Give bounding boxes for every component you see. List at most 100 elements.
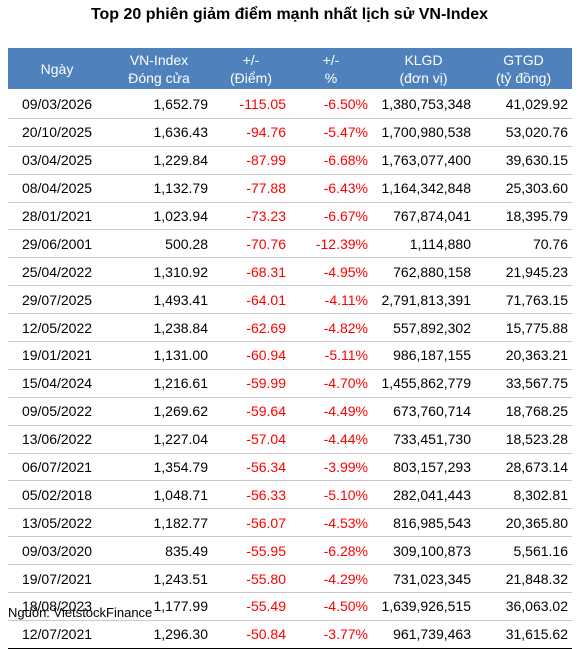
date-cell: 15/04/2024 bbox=[8, 368, 106, 398]
close-cell: 1,310.92 bbox=[106, 257, 212, 286]
value-cell: 70.76 bbox=[475, 229, 572, 258]
change-points-cell: -73.23 bbox=[212, 201, 290, 230]
change-percent-cell: -4.70% bbox=[290, 368, 372, 398]
date-cell: 05/02/2018 bbox=[8, 480, 106, 509]
change-points-cell: -57.04 bbox=[212, 424, 290, 454]
close-cell: 500.28 bbox=[106, 229, 212, 258]
close-cell: 835.49 bbox=[106, 536, 212, 565]
date-cell: 19/07/2021 bbox=[8, 564, 106, 593]
value-cell: 28,673.14 bbox=[475, 452, 572, 481]
close-cell: 1,652.79 bbox=[153, 96, 209, 113]
volume-cell: 1,763,077,400 bbox=[372, 145, 475, 175]
date-cell: 13/05/2022 bbox=[8, 508, 106, 537]
change-percent-cell: -6.68% bbox=[290, 145, 372, 175]
change-points-cell: -56.34 bbox=[212, 452, 290, 481]
value-cell: 18,523.28 bbox=[475, 424, 572, 454]
date-cell: 18/08/2023 bbox=[8, 592, 106, 621]
table-row: 18/08/2023 1,177.99 -55.49 -4.50% 1,639,926,… bbox=[8, 592, 572, 621]
change-percent-cell: -5.10% bbox=[290, 480, 372, 509]
change-percent-cell: -5.11% bbox=[290, 341, 372, 370]
table-row: 29/07/2025 1,493.41 -64.01 -4.11% 2,791,813,… bbox=[8, 285, 572, 314]
date-cell: 19/01/2021 bbox=[8, 341, 106, 370]
change-points-cell: -55.95 bbox=[212, 536, 290, 565]
date-cell: 29/06/2001 bbox=[8, 229, 106, 258]
volume-cell: 762,880,158 bbox=[372, 257, 475, 286]
value-cell: 18,768.25 bbox=[475, 396, 572, 426]
source-note: Nguồn: VietstockFinance bbox=[8, 605, 153, 620]
date-cell: 28/01/2021 bbox=[8, 201, 106, 230]
change-percent-cell: -6.43% bbox=[290, 173, 372, 203]
table-row: 09/05/2022 1,269.62 -59.64 -4.49% 673,760,71… bbox=[8, 396, 572, 426]
change-points-cell: -55.80 bbox=[212, 564, 290, 593]
value-cell: 15,775.88 bbox=[475, 313, 572, 342]
close-cell: 1,177.99 bbox=[106, 592, 212, 621]
close-cell: 1,182.77 bbox=[106, 508, 212, 537]
change-percent-cell: -4.50% bbox=[290, 592, 372, 621]
value-cell: 25,303.60 bbox=[475, 173, 572, 203]
column-header-change-percent: +/-% bbox=[290, 48, 372, 91]
column-header-volume: KLGD (đơn vị) bbox=[372, 48, 475, 91]
close-cell: 1,048.71 bbox=[106, 480, 212, 509]
table-row: 13/06/2022 1,227.04 -57.04 -4.44% 733,451,73… bbox=[8, 424, 572, 454]
date-cell: 25/04/2022 bbox=[8, 257, 106, 286]
value-cell: 21,848.32 bbox=[475, 564, 572, 593]
close-cell: 1,227.04 bbox=[106, 424, 212, 454]
change-percent-cell: -4.49% bbox=[290, 396, 372, 426]
close-cell: 1,238.84 bbox=[106, 313, 212, 342]
volume-cell: 1,380,753,348 bbox=[381, 96, 471, 113]
value-cell: 20,365.80 bbox=[475, 508, 572, 537]
table-row: 13/05/2022 1,182.77 -56.07 -4.53% 816,985,54… bbox=[8, 508, 572, 537]
table-row: 29/06/2001 500.28 -70.76 -12.39% 1,114,880 70… bbox=[8, 229, 572, 258]
volume-cell: 803,157,293 bbox=[372, 452, 475, 481]
volume-cell: 673,760,714 bbox=[372, 396, 475, 426]
table-row: 25/04/2022 1,310.92 -68.31 -4.95% 762,880,15… bbox=[8, 257, 572, 286]
table-row: 05/02/2018 1,048.71 -56.33 -5.10% 282,041,44… bbox=[8, 480, 572, 509]
change-points-cell: -55.49 bbox=[212, 592, 290, 621]
volume-cell: 1,700,980,538 bbox=[372, 117, 475, 147]
change-points-cell: -68.31 bbox=[212, 257, 290, 286]
change-points-cell: -60.94 bbox=[212, 341, 290, 370]
column-header-change-points: +/- (Điểm) bbox=[212, 48, 290, 91]
volume-cell: 986,187,155 bbox=[372, 341, 475, 370]
volume-cell: 1,639,926,515 bbox=[372, 592, 475, 621]
change-percent-cell: -4.29% bbox=[290, 564, 372, 593]
table-title: Top 20 phiên giảm điểm mạnh nhất lịch sử… bbox=[90, 6, 489, 23]
value-cell: 39,630.15 bbox=[475, 145, 572, 175]
change-points-cell: -77.88 bbox=[212, 173, 290, 203]
change-percent-cell: -4.53% bbox=[290, 508, 372, 537]
change-points-cell: -56.07 bbox=[212, 508, 290, 537]
change-percent-cell: -4.95% bbox=[290, 257, 372, 286]
change-points-cell: -56.33 bbox=[212, 480, 290, 509]
value-cell: 21,945.23 bbox=[475, 257, 572, 286]
change-percent-cell: -5.47% bbox=[290, 117, 372, 147]
table-row: 15/04/2024 1,216.61 -59.99 -4.70% 1,455,862,… bbox=[8, 368, 572, 398]
change-points-cell: -64.01 bbox=[212, 285, 290, 314]
column-header-value: GTGD (tỷ đồng) bbox=[475, 48, 572, 91]
date-cell: 20/10/2025 bbox=[8, 117, 106, 147]
date-cell: 03/04/2025 bbox=[8, 145, 106, 175]
column-header-date: Ngày bbox=[8, 48, 106, 91]
header-row: Ngày VN-Index Đóng cửa +/- (Điểm) +/-% KLG… bbox=[8, 48, 572, 91]
volume-cell: 1,455,862,779 bbox=[372, 368, 475, 398]
volume-cell: 733,451,730 bbox=[372, 424, 475, 454]
volume-cell: 309,100,873 bbox=[372, 536, 475, 565]
table-row: 28/01/2021 1,023.94 -73.23 -6.67% 767,874,04… bbox=[8, 201, 572, 230]
date-cell: 13/06/2022 bbox=[8, 424, 106, 454]
value-cell: 33,567.75 bbox=[475, 368, 572, 398]
data-table: Ngày VN-Index Đóng cửa +/- (Điểm) +/-% KLG… bbox=[8, 48, 572, 649]
change-percent-cell: -6.28% bbox=[290, 536, 372, 565]
table-row: 12/05/2022 1,238.84 -62.69 -4.82% 557,892,30… bbox=[8, 313, 572, 342]
change-percent-cell: -4.82% bbox=[290, 313, 372, 342]
date-cell: 08/04/2025 bbox=[8, 173, 106, 203]
close-cell: 1,243.51 bbox=[106, 564, 212, 593]
table-row: 20/10/2025 1,636.43 -94.76 -5.47% 1,700,980,… bbox=[8, 117, 572, 147]
change-percent-cell: -6.67% bbox=[290, 201, 372, 230]
table-row: 08/04/2025 1,132.79 -77.88 -6.43% 1,164,342,… bbox=[8, 173, 572, 203]
volume-cell: 1,114,880 bbox=[372, 229, 475, 258]
table-row: 19/01/2021 1,131.00 -60.94 -5.11% 986,187,15… bbox=[8, 341, 572, 370]
volume-cell: 557,892,302 bbox=[372, 313, 475, 342]
volume-cell: 1,164,342,848 bbox=[372, 173, 475, 203]
table-body: 09/03/2026 1,652.79 -115.05 -6.50% 1,380,753… bbox=[8, 90, 572, 649]
change-percent-cell: -3.99% bbox=[290, 452, 372, 481]
value-cell: 18,395.79 bbox=[475, 201, 572, 230]
